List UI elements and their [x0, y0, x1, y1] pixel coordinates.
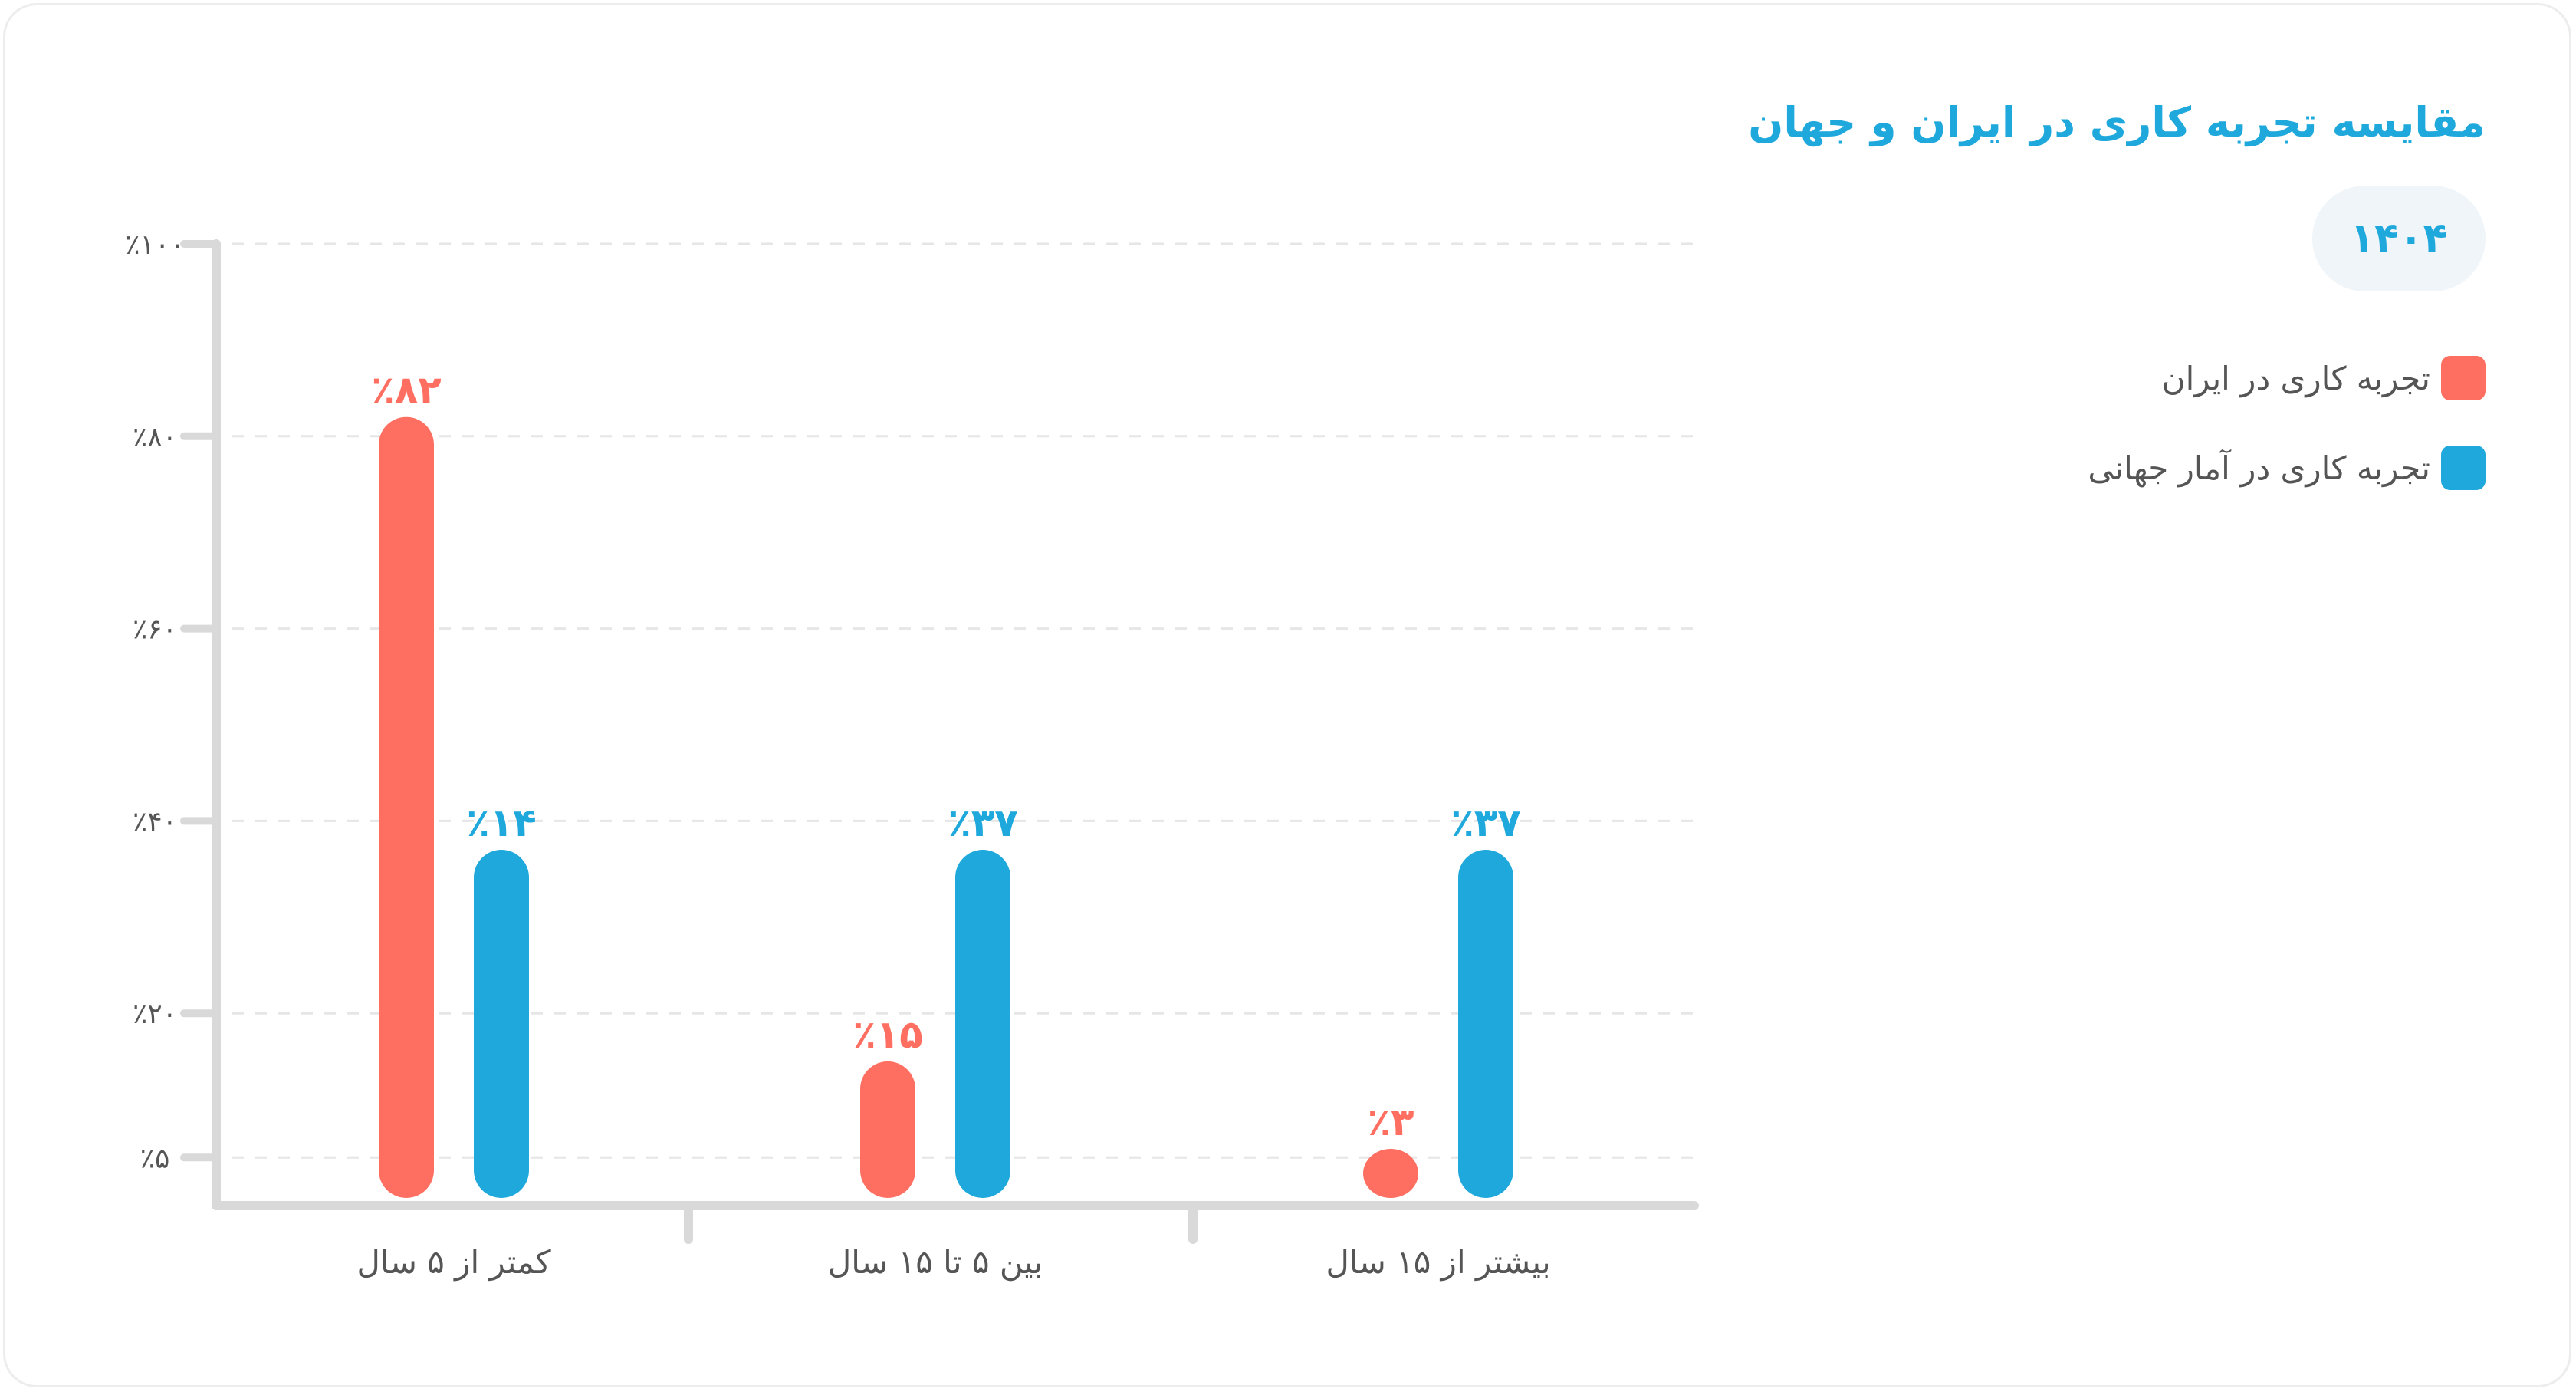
legend: تجربه کاری در ایران تجربه کاری در آمار ج…: [2088, 354, 2486, 534]
data-label: ٪۳۷: [1451, 801, 1521, 845]
y-tick-label: ٪۶۰: [133, 614, 177, 646]
legend-label-world: تجربه کاری در آمار جهانی: [2088, 449, 2430, 487]
y-tick-label: ٪۵: [140, 1143, 170, 1174]
data-label: ٪۱۴: [466, 801, 537, 845]
y-axis-ticks: ٪۵ ٪۲۰ ٪۴۰ ٪۶۰ ٪۸۰ ٪۱۰۰: [125, 229, 184, 1174]
legend-item-world: تجربه کاری در آمار جهانی: [2088, 444, 2486, 492]
legend-swatch-world: [2441, 446, 2486, 490]
bar: [474, 850, 529, 1198]
bar: [1458, 850, 1513, 1198]
bar: [379, 417, 434, 1198]
y-tick-label: ٪۸۰: [133, 422, 177, 453]
x-tick-label: کمتر از ۵ سال: [356, 1243, 550, 1281]
bar: [1363, 1149, 1418, 1198]
data-labels: ٪۸۲ ٪۱۴ ٪۱۵ ٪۳۷ ٪۳ ٪۳۷: [371, 368, 1521, 1144]
legend-item-iran: تجربه کاری در ایران: [2088, 354, 2486, 402]
y-tick-label: ٪۴۰: [133, 806, 177, 838]
y-tick-label: ٪۲۰: [133, 999, 177, 1030]
bar: [860, 1061, 915, 1198]
chart-title: مقایسه تجربه کاری در ایران و جهان: [1748, 98, 2486, 146]
bar: [955, 850, 1010, 1198]
data-label: ٪۱۵: [853, 1012, 923, 1057]
data-label: ٪۳۷: [948, 801, 1018, 845]
year-badge-text: ۱۴۰۴: [2351, 216, 2448, 262]
x-tick-label: بین ۵ تا ۱۵ سال: [828, 1243, 1043, 1281]
year-badge: ۱۴۰۴: [2312, 186, 2486, 291]
legend-label-iran: تجربه کاری در ایران: [2162, 360, 2430, 397]
data-label: ٪۸۲: [371, 368, 442, 413]
bars: [379, 417, 1513, 1198]
data-label: ٪۳: [1367, 1100, 1414, 1144]
legend-swatch-iran: [2441, 356, 2486, 400]
x-axis-ticks: کمتر از ۵ سال بین ۵ تا ۱۵ سال بیشتر از ۱۵ …: [356, 1243, 1550, 1281]
y-tick-label: ٪۱۰۰: [125, 229, 184, 261]
x-tick-label: بیشتر از ۱۵ سال: [1326, 1243, 1550, 1281]
